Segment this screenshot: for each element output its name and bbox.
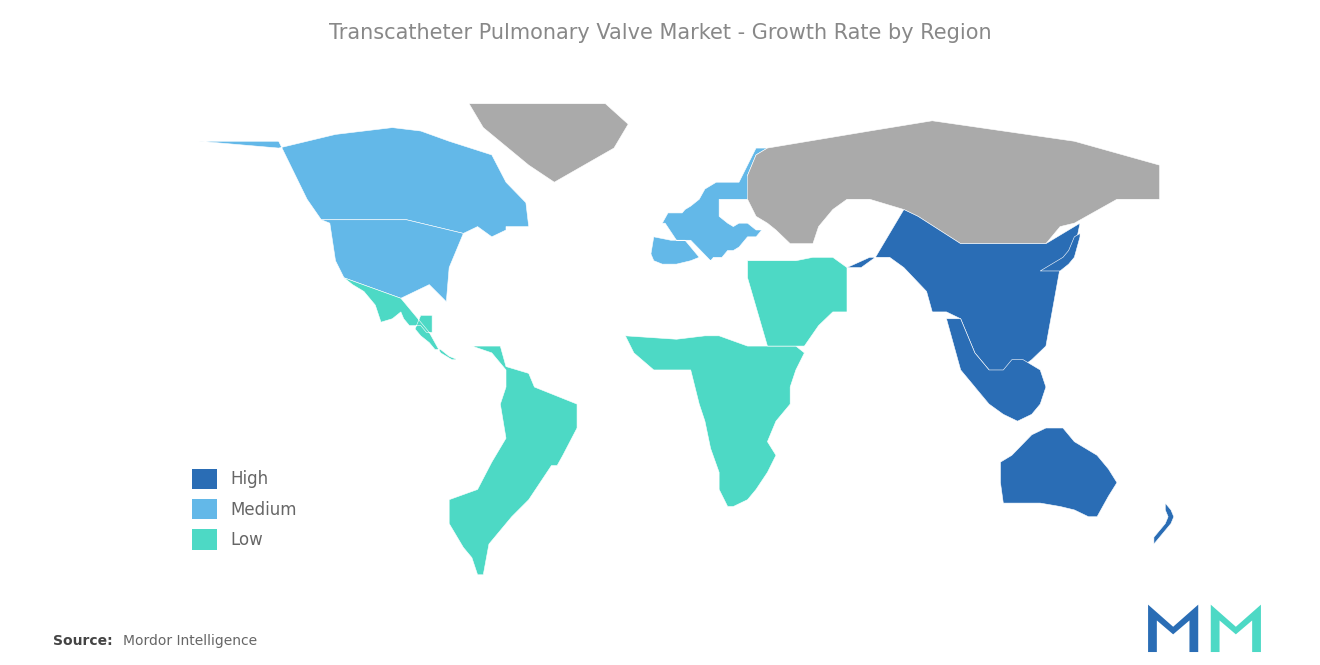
Text: Source:: Source: — [53, 634, 112, 648]
Legend: High, Medium, Low: High, Medium, Low — [183, 460, 305, 558]
Text: Transcatheter Pulmonary Valve Market - Growth Rate by Region: Transcatheter Pulmonary Valve Market - G… — [329, 23, 991, 43]
Text: Mordor Intelligence: Mordor Intelligence — [123, 634, 257, 648]
